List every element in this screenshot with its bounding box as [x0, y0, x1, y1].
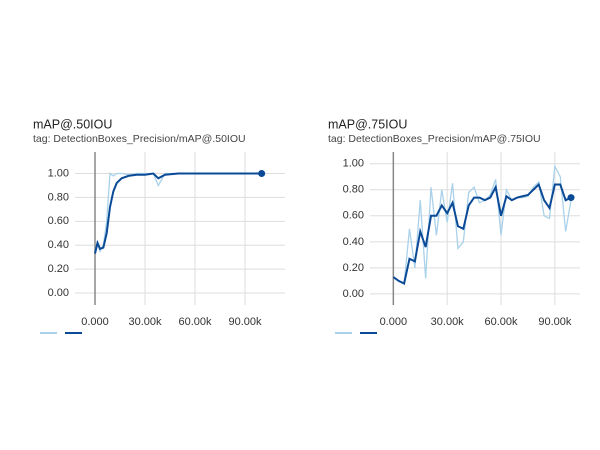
x-tick-label: 30.00k: [128, 316, 162, 328]
y-tick-label: 0.00: [343, 288, 364, 300]
chart-title: mAP@.75IOU: [328, 117, 407, 131]
y-tick-label: 0.00: [48, 287, 69, 299]
y-tick-label: 0.20: [343, 262, 364, 274]
y-tick-label: 0.80: [343, 184, 364, 196]
y-tick-label: 0.20: [48, 263, 69, 275]
y-tick-label: 1.00: [48, 167, 69, 179]
y-tick-label: 0.60: [48, 215, 69, 227]
series-line: [94, 172, 262, 254]
x-tick-label: 30.00k: [431, 316, 465, 328]
last-point: [567, 194, 575, 202]
y-tick-label: 1.00: [343, 158, 364, 170]
x-tick-label: 90.00k: [228, 316, 262, 328]
x-tick-label: 60.00k: [485, 316, 519, 328]
last-point: [258, 170, 266, 178]
x-tick-label: 0.000: [81, 316, 109, 328]
x-tick-label: 60.00k: [178, 316, 212, 328]
y-tick-label: 0.40: [343, 236, 364, 248]
chart-subtitle: tag: DetectionBoxes_Precision/mAP@.50IOU: [33, 133, 246, 145]
x-tick-label: 90.00k: [538, 316, 572, 328]
series-line: [94, 172, 262, 254]
x-tick-label: 0.000: [380, 316, 408, 328]
series-line: [392, 182, 572, 285]
y-tick-label: 0.60: [343, 210, 364, 222]
y-tick-label: 0.40: [48, 239, 69, 251]
chart-title: mAP@.50IOU: [33, 117, 112, 131]
chart-subtitle: tag: DetectionBoxes_Precision/mAP@.75IOU: [328, 133, 541, 145]
series-line: [392, 164, 572, 285]
y-tick-label: 0.80: [48, 191, 69, 203]
